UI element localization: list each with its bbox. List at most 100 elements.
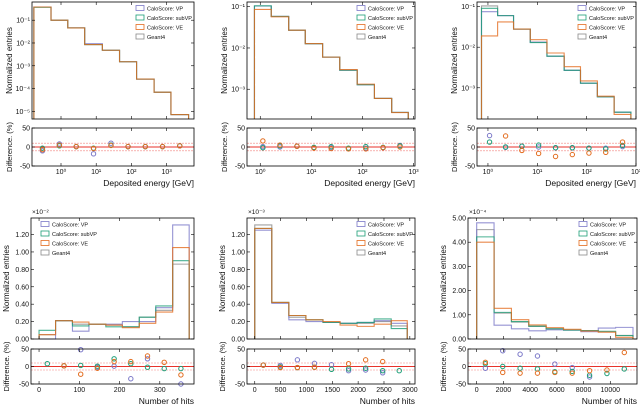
y-tick-label: 10⁻² [461,45,475,52]
ratio-y-tick-label: -50 [235,382,245,389]
histogram-subvp [480,7,632,119]
histogram-subvp [33,6,190,119]
ratio-y-tick-label: -50 [235,164,245,171]
difference-point-ve [345,361,352,367]
y-axis-label: Normalized entries [220,27,229,94]
y-tick-label: 0.80 [15,267,29,274]
legend-swatch-geant4 [40,249,50,256]
difference-point-ve [111,358,117,365]
ratio-y-tick-label: -50 [456,382,466,389]
difference-point-subvp [517,365,523,371]
y-axis-label: Normalized entries [5,27,14,94]
legend-swatch-ve [578,240,588,246]
x-tick-label: 0 [37,387,41,394]
difference-point-subvp [586,145,592,151]
difference-point-ve [379,358,386,365]
histogram-subvp [253,5,409,119]
histogram-ve [476,241,634,339]
difference-point-vp [108,140,114,146]
x-tick-label: 10² [126,169,137,176]
difference-point-subvp [78,362,84,369]
histogram-vp [476,222,634,339]
difference-point-ve [142,143,149,150]
panel-5: 0.00 0.20 0.40 0.60 0.80 1.00 1.20 ×10⁻³ Normali… [218,209,418,406]
y-axis-label: Normalized entries [439,245,448,312]
ratio-y-tick-label: 50 [458,347,466,354]
difference-point-subvp [552,145,559,151]
y-multiplier-label: ×10⁻² [32,209,49,216]
difference-point-ve [603,149,609,156]
difference-point-ve [260,138,266,144]
ratio-y-tick-label: 0 [26,145,30,152]
main-plot-frame [476,1,637,120]
difference-point-subvp [502,144,509,150]
difference-point-ve [159,143,166,150]
difference-point-subvp [604,370,610,377]
ratio-y-tick-label: -50 [465,164,475,171]
difference-point-subvp [535,142,542,148]
legend-label: CaloScore: subVP [368,16,413,22]
y-tick-label: 2.00 [452,288,466,295]
difference-point-ve [552,153,559,160]
ratio-y-tick-label: 0 [241,364,245,371]
legend-label: CaloScore: VE [589,26,625,32]
difference-point-vp [311,360,318,367]
difference-point-ve [569,370,575,376]
difference-point-subvp [396,368,402,374]
difference-point-subvp [500,363,506,370]
difference-point-vp [362,367,369,373]
legend-swatch-ve [577,24,587,30]
legend-label: CaloScore: subVP [590,232,635,238]
y-tick-label: 5.00 [452,216,466,223]
difference-point-subvp [379,368,386,374]
difference-point-ve [294,143,300,149]
panel-4: 0.00 0.20 0.40 0.60 0.80 1.00 1.20 ×10⁻² Normali… [2,209,195,406]
x-tick-label: 10⁰ [56,168,67,176]
main-plot-frame [30,217,195,340]
ratio-y-tick-label: 50 [237,126,245,133]
y-multiplier-label: ×10⁻³ [248,209,265,216]
difference-point-vp [294,357,301,363]
difference-point-ve [552,369,558,376]
difference-point-ve [569,151,576,158]
ratio-y-tick-label: 50 [21,347,29,354]
y-tick-label: 0.80 [231,267,245,274]
x-tick-label: 4000 [522,387,538,394]
y-tick-label: 10⁻³ [231,87,245,94]
legend-swatch-ve [40,240,50,246]
difference-point-ve [345,146,352,152]
x-axis-label: Deposited energy [GeV] [324,178,415,188]
x-tick-label: 1500 [325,387,341,394]
difference-point-ve [604,367,610,373]
ratio-y-tick-label: 0 [462,364,466,371]
y-tick-label: 0.00 [15,337,29,344]
x-tick-label: 10⁰ [255,168,266,176]
y-tick-label: 0.20 [15,319,29,326]
y-tick-label: 10⁻⁵ [16,109,30,116]
difference-point-subvp [363,143,369,150]
legend-swatch-subvp [577,14,587,21]
legend-swatch-vp [135,5,145,11]
ratio-y-axis-label: Difference. (%) [450,122,459,172]
x-tick-label: 8000 [576,387,592,394]
difference-point-ve [535,150,542,157]
x-tick-label: 0 [475,387,479,394]
main-plot-frame [467,217,638,340]
x-axis-label: Number of hits [582,396,637,406]
difference-point-ve [619,139,626,145]
y-tick-label: 1.00 [452,312,466,319]
legend-swatch-geant4 [356,249,366,256]
y-tick-label: 4.00 [452,240,466,247]
difference-point-vp [534,353,541,359]
x-tick-label: 10000 [601,387,621,394]
difference-point-vp [500,348,506,354]
difference-point-subvp [260,145,266,151]
y-multiplier-label: ×10⁻⁴ [469,209,486,216]
legend-swatch-vp [578,221,588,227]
y-tick-label: 10⁻² [16,40,30,47]
legend-label: CaloScore: VP [368,223,404,229]
x-tick-label: 6000 [549,387,565,394]
histogram-geant4 [38,263,190,339]
histogram-ve [480,21,632,119]
